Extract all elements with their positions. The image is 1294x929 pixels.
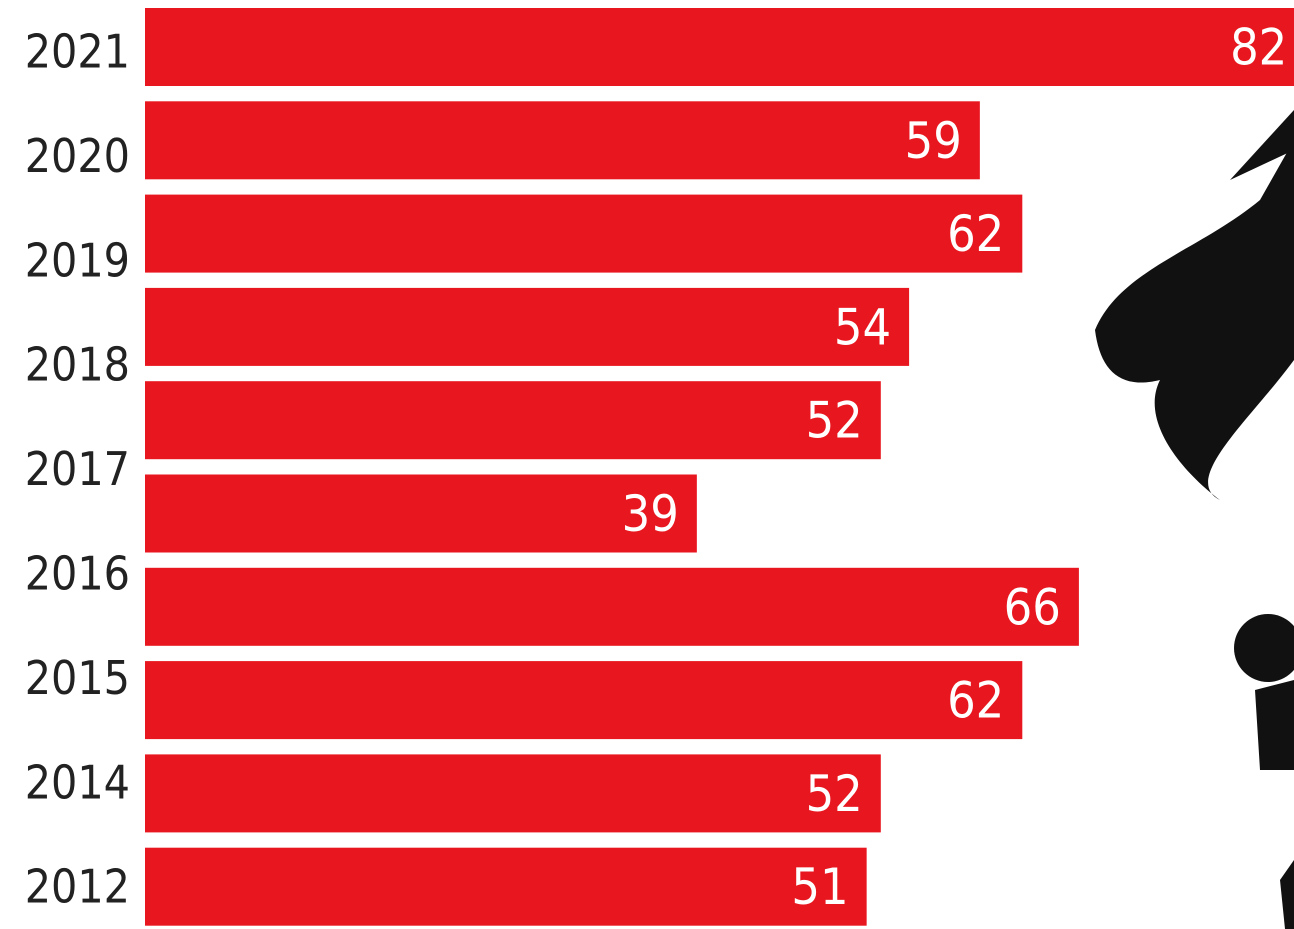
y-tick-label: 2018	[25, 338, 130, 392]
y-tick-label: 2015	[25, 651, 130, 705]
claw-illustration	[1095, 110, 1294, 929]
bar	[145, 381, 881, 460]
y-tick-label: 2021	[25, 25, 130, 79]
bar	[145, 194, 1023, 273]
bar	[145, 8, 1294, 86]
bar	[145, 474, 697, 553]
y-tick-label: 2016	[25, 547, 130, 601]
value-label: 62	[947, 205, 1004, 263]
bar	[145, 847, 867, 926]
value-label: 52	[806, 392, 863, 450]
y-tick-label: 2019	[25, 233, 130, 287]
value-label: 59	[905, 112, 962, 170]
value-label: 52	[806, 765, 863, 823]
bar	[145, 287, 910, 366]
value-label: 62	[947, 672, 1004, 730]
bar	[145, 101, 980, 180]
bar	[145, 661, 1023, 740]
value-label: 51	[791, 858, 848, 916]
y-tick-label: 2014	[25, 755, 130, 809]
value-label: 66	[1004, 578, 1061, 636]
bar	[145, 567, 1079, 646]
value-label: 54	[834, 298, 891, 356]
y-tick-label: 2012	[25, 860, 130, 914]
y-tick-label: 2020	[25, 129, 130, 183]
y-tick-label: 2017	[25, 442, 130, 496]
bar	[145, 754, 881, 833]
value-label: 39	[622, 485, 679, 543]
value-label: 82	[1230, 19, 1287, 77]
